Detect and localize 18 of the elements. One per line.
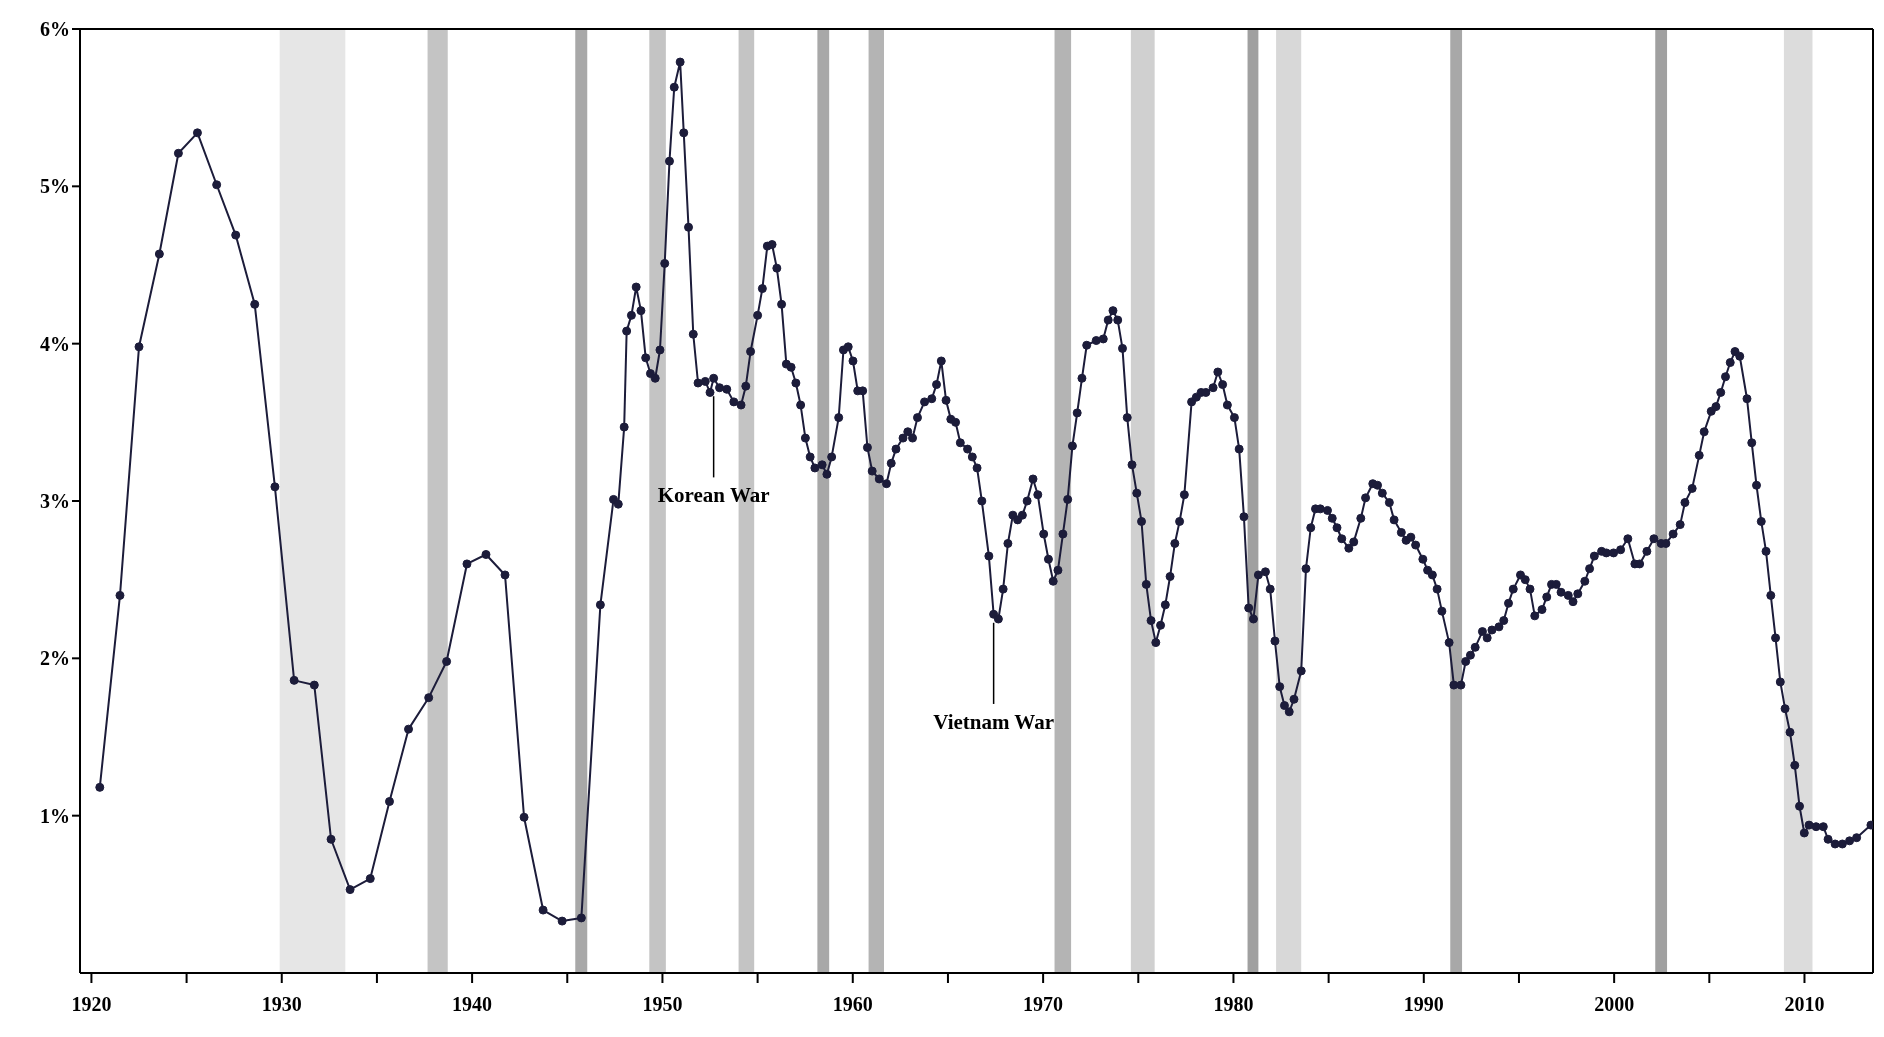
x-tick-label: 1970 bbox=[1023, 993, 1064, 1016]
x-tick-label: 1980 bbox=[1213, 993, 1254, 1016]
x-tick-label: 1960 bbox=[832, 993, 873, 1016]
x-tick-label: 2010 bbox=[1784, 993, 1825, 1016]
y-tick-label: 6% bbox=[40, 18, 70, 41]
annotation: Korean War bbox=[657, 483, 770, 508]
x-tick-label: 2000 bbox=[1594, 993, 1635, 1016]
y-tick-label: 1% bbox=[40, 804, 70, 827]
annotation: Vietnam War bbox=[933, 709, 1055, 734]
x-tick-label: 1990 bbox=[1403, 993, 1444, 1016]
y-tick-label: 5% bbox=[40, 175, 70, 198]
y-tick-label: 3% bbox=[40, 490, 70, 513]
x-tick-label: 1920 bbox=[71, 993, 112, 1016]
y-tick-label: 2% bbox=[40, 647, 70, 670]
x-tick-label: 1940 bbox=[452, 993, 493, 1016]
y-tick-label: 4% bbox=[40, 332, 70, 355]
x-tick-label: 1950 bbox=[642, 993, 683, 1016]
x-tick-label: 1930 bbox=[261, 993, 302, 1016]
